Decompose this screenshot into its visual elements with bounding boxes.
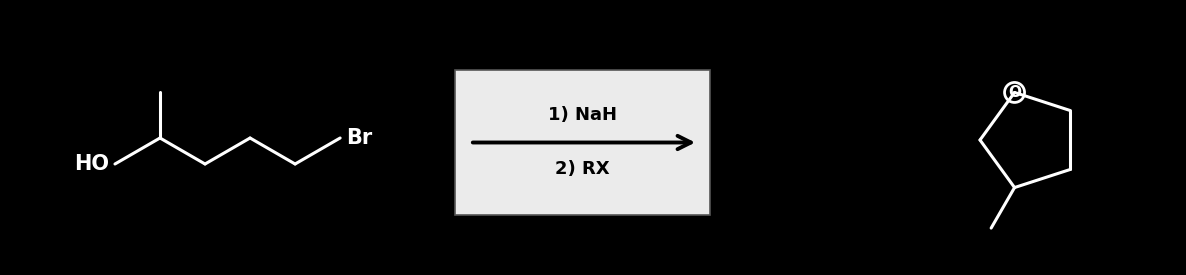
Text: O: O xyxy=(1008,85,1021,100)
Text: Br: Br xyxy=(346,128,372,148)
Bar xyxy=(455,70,710,215)
Text: 2) RX: 2) RX xyxy=(555,161,610,178)
Text: HO: HO xyxy=(74,154,109,174)
Text: 1) NaH: 1) NaH xyxy=(548,106,617,125)
